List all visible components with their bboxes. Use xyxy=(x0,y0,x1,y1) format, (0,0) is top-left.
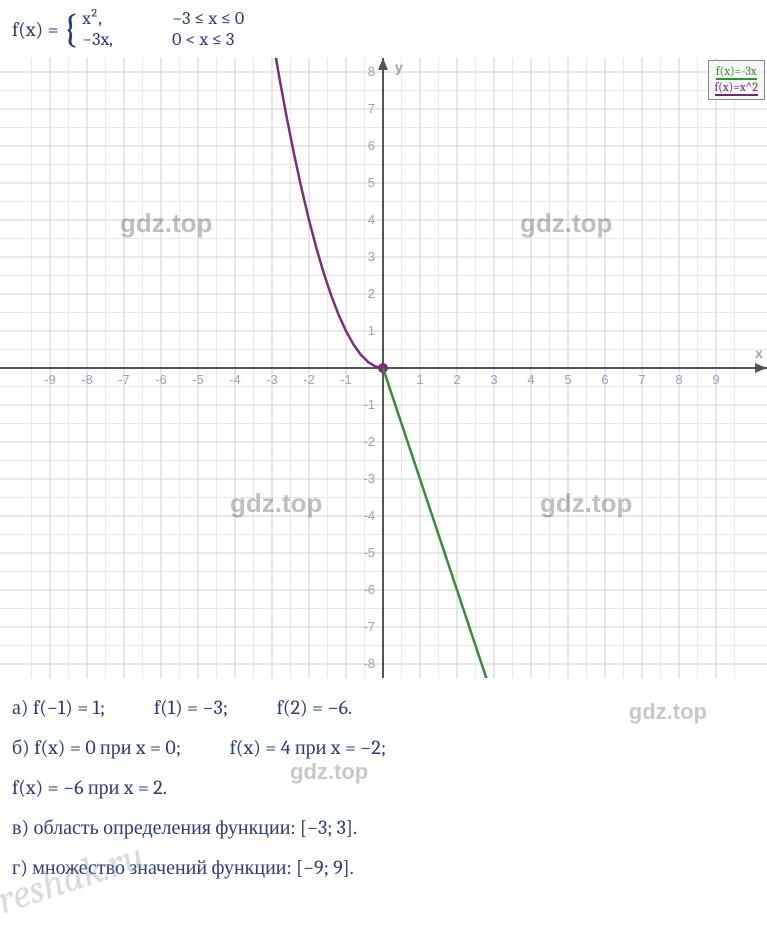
answer-b: б) f(x) = 0 при x = 0; f(x) = 4 при x = … xyxy=(12,728,755,768)
answer-v-text: область определения функции: [−3; 3]. xyxy=(34,816,358,839)
svg-text:2: 2 xyxy=(368,286,375,301)
case1-fn: x², xyxy=(82,8,142,29)
svg-text:-3: -3 xyxy=(266,372,278,387)
svg-text:5: 5 xyxy=(564,372,571,387)
answers-block: а) f(−1) = 1; f(1) = −3; f(2) = −6. б) f… xyxy=(0,678,767,908)
svg-text:-7: -7 xyxy=(363,619,375,634)
answer-a-p3: f(2) = −6. xyxy=(277,696,352,719)
svg-text:9: 9 xyxy=(712,372,719,387)
svg-text:6: 6 xyxy=(601,372,608,387)
svg-text:3: 3 xyxy=(490,372,497,387)
answer-v-label: в) xyxy=(12,816,29,839)
svg-text:1: 1 xyxy=(416,372,423,387)
answer-b-p1: f(x) = 0 при x = 0; xyxy=(34,736,181,759)
svg-text:-6: -6 xyxy=(363,582,375,597)
svg-text:-3: -3 xyxy=(363,471,375,486)
svg-text:-5: -5 xyxy=(363,545,375,560)
answer-g: г) множество значений функции: [−9; 9]. xyxy=(12,848,755,888)
answer-b-p3: f(x) = −6 при x = 2. xyxy=(12,776,167,799)
answer-v: в) область определения функции: [−3; 3]. xyxy=(12,808,755,848)
svg-text:-2: -2 xyxy=(303,372,315,387)
answer-b2: f(x) = −6 при x = 2. xyxy=(12,768,755,808)
answer-a-p1: f(−1) = 1; xyxy=(33,696,105,719)
answer-g-label: г) xyxy=(12,856,28,879)
chart-legend: f(x)=-3x f(x)=x^2 xyxy=(708,60,765,100)
cases: x², −3 ≤ x ≤ 0 −3x, 0 < x ≤ 3 xyxy=(82,8,244,50)
svg-text:-4: -4 xyxy=(363,508,375,523)
case-2: −3x, 0 < x ≤ 3 xyxy=(82,29,244,50)
function-graph: -9-8-7-6-5-4-3-2-1123456789-9-8-7-6-5-4-… xyxy=(0,58,767,678)
case2-fn: −3x, xyxy=(82,29,142,50)
svg-text:x: x xyxy=(755,345,763,361)
svg-text:5: 5 xyxy=(368,175,375,190)
svg-text:4: 4 xyxy=(527,372,534,387)
svg-text:7: 7 xyxy=(368,101,375,116)
svg-text:-1: -1 xyxy=(363,397,375,412)
answer-b-label: б) xyxy=(12,736,30,759)
answer-a-p2: f(1) = −3; xyxy=(154,696,228,719)
svg-text:-2: -2 xyxy=(363,434,375,449)
svg-text:-6: -6 xyxy=(155,372,167,387)
svg-text:-8: -8 xyxy=(81,372,93,387)
svg-text:4: 4 xyxy=(368,212,375,227)
svg-text:6: 6 xyxy=(368,138,375,153)
svg-text:-5: -5 xyxy=(192,372,204,387)
svg-text:2: 2 xyxy=(453,372,460,387)
svg-text:3: 3 xyxy=(368,249,375,264)
legend-series2: f(x)=-3x xyxy=(716,64,757,80)
case-1: x², −3 ≤ x ≤ 0 xyxy=(82,8,244,29)
legend-series1: f(x)=x^2 xyxy=(715,80,758,96)
svg-text:y: y xyxy=(395,59,403,75)
formula-lhs: f(x) = xyxy=(12,18,59,41)
svg-text:-1: -1 xyxy=(340,372,352,387)
brace-icon: { xyxy=(63,9,78,49)
svg-text:7: 7 xyxy=(638,372,645,387)
svg-text:-7: -7 xyxy=(118,372,130,387)
svg-text:-9: -9 xyxy=(44,372,56,387)
answer-a: а) f(−1) = 1; f(1) = −3; f(2) = −6. xyxy=(12,688,755,728)
answer-a-label: а) xyxy=(12,696,29,719)
svg-text:-8: -8 xyxy=(363,656,375,671)
piecewise-formula: f(x) = { x², −3 ≤ x ≤ 0 −3x, 0 < x ≤ 3 xyxy=(0,0,767,58)
svg-text:-4: -4 xyxy=(229,372,241,387)
answer-b-p2: f(x) = 4 при x = −2; xyxy=(230,736,386,759)
svg-text:1: 1 xyxy=(368,323,375,338)
svg-text:8: 8 xyxy=(675,372,682,387)
chart-container: -9-8-7-6-5-4-3-2-1123456789-9-8-7-6-5-4-… xyxy=(0,58,767,678)
case2-cond: 0 < x ≤ 3 xyxy=(172,29,234,50)
case1-cond: −3 ≤ x ≤ 0 xyxy=(172,8,244,29)
svg-text:8: 8 xyxy=(368,64,375,79)
answer-g-text: множество значений функции: [−9; 9]. xyxy=(32,856,354,879)
